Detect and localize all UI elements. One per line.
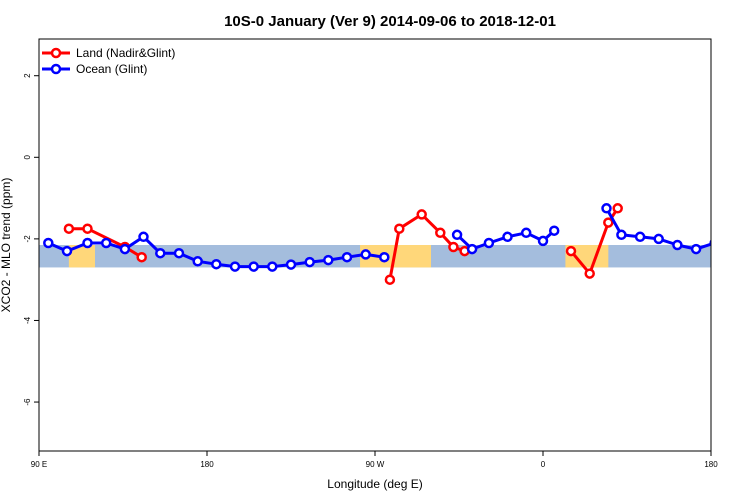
ocean-point-2-7 bbox=[548, 225, 560, 236]
land-point-1-1 bbox=[63, 223, 75, 234]
land-point-2-1 bbox=[384, 274, 396, 285]
legend-item-ocean: Ocean (Glint) bbox=[42, 62, 147, 76]
ocean-point-1-4 bbox=[100, 237, 112, 249]
chart-title: 10S-0 January (Ver 9) 2014-09-06 to 2018… bbox=[224, 13, 556, 30]
ocean-point-2-5 bbox=[520, 227, 532, 239]
land-point-2-4 bbox=[435, 227, 446, 239]
ocean-point-2-6 bbox=[537, 235, 549, 247]
ocean-point-1-9 bbox=[192, 256, 203, 267]
ocean-point-1-1 bbox=[43, 237, 54, 249]
ocean-point-1-14 bbox=[285, 259, 297, 270]
ocean-point-2-3 bbox=[483, 237, 495, 249]
land-point-1-4 bbox=[136, 251, 147, 263]
land-point-3-4 bbox=[612, 203, 623, 214]
ocean-point-1-16 bbox=[323, 254, 334, 266]
ocean-point-1-3 bbox=[82, 237, 93, 249]
land-series-line-4 bbox=[741, 229, 750, 258]
ocean-point-3-5 bbox=[672, 239, 683, 251]
x-tick-label-2: 180 bbox=[200, 460, 214, 469]
land-point-4-1 bbox=[737, 227, 745, 235]
y-tick-label-2: 0 bbox=[23, 155, 32, 160]
land-point-3-1 bbox=[565, 245, 577, 257]
land-series-line-3 bbox=[569, 207, 619, 276]
x-tick-label-4: 0 bbox=[541, 460, 546, 469]
ocean-point-3-7 bbox=[709, 239, 711, 247]
land-point-2-5 bbox=[448, 241, 459, 253]
ocean-point-3-3 bbox=[634, 231, 646, 243]
ocean-point-3-2 bbox=[616, 229, 627, 241]
y-tick-label-3: -2 bbox=[23, 235, 32, 243]
ocean-point-1-12 bbox=[248, 261, 259, 272]
ocean-point-1-15 bbox=[304, 256, 315, 268]
ocean-point-3-6 bbox=[690, 243, 702, 255]
ocean-point-1-19 bbox=[379, 251, 390, 263]
y-axis: 2 0 -2 -4 -6 bbox=[23, 73, 39, 406]
ocean-point-3-8 bbox=[729, 247, 737, 255]
ocean-point-2-2 bbox=[466, 243, 478, 255]
ocean-point-3-1 bbox=[601, 203, 612, 214]
x-axis-label: Longitude (deg E) bbox=[327, 477, 422, 491]
ocean-point-1-2 bbox=[61, 245, 73, 257]
ocean-point-1-6 bbox=[138, 231, 149, 243]
legend-ocean-marker bbox=[50, 63, 62, 75]
y-tick-label-4: -4 bbox=[23, 316, 32, 324]
ocean-point-1-7 bbox=[155, 247, 166, 259]
ocean-point-1-18 bbox=[360, 249, 371, 260]
ocean-point-1-17 bbox=[341, 251, 353, 263]
x-tick-label-5: 180 bbox=[704, 460, 718, 469]
ocean-point-1-10 bbox=[211, 258, 222, 270]
ocean-point-1-8 bbox=[173, 247, 185, 259]
ocean-point-1-11 bbox=[229, 261, 241, 272]
legend-land-marker bbox=[50, 47, 62, 59]
legend-item-land: Land (Nadir&Glint) bbox=[42, 46, 175, 60]
land-point-2-3 bbox=[416, 209, 427, 220]
ocean-point-1-13 bbox=[267, 261, 278, 272]
ocean-point-2-4 bbox=[502, 231, 513, 243]
plot-area bbox=[39, 203, 750, 285]
legend-land-label: Land (Nadir&Glint) bbox=[76, 46, 175, 60]
y-axis-label: XCO2 - MLO trend (ppm) bbox=[0, 178, 13, 313]
y-tick-label-1: 2 bbox=[23, 73, 32, 78]
land-section-4 bbox=[730, 245, 750, 267]
x-axis: 90 E 180 90 W 0 180 bbox=[31, 451, 718, 469]
y-tick-label-5: -6 bbox=[23, 398, 32, 406]
land-point-1-2 bbox=[82, 223, 93, 234]
ocean-point-3-4 bbox=[653, 233, 664, 245]
ocean-point-1-5 bbox=[119, 243, 131, 255]
land-point-3-3 bbox=[603, 217, 614, 228]
legend-ocean-label: Ocean (Glint) bbox=[76, 62, 147, 76]
land-point-2-2 bbox=[394, 223, 405, 234]
x-tick-label-3: 90 W bbox=[366, 460, 385, 469]
land-section-1 bbox=[68, 245, 95, 268]
x-tick-label-1: 90 E bbox=[31, 460, 47, 469]
legend: Land (Nadir&Glint) Ocean (Glint) bbox=[42, 46, 175, 76]
land-point-3-2 bbox=[584, 268, 595, 279]
ocean-point-2-1 bbox=[451, 229, 463, 241]
ocean-series-line-3 bbox=[605, 207, 711, 251]
